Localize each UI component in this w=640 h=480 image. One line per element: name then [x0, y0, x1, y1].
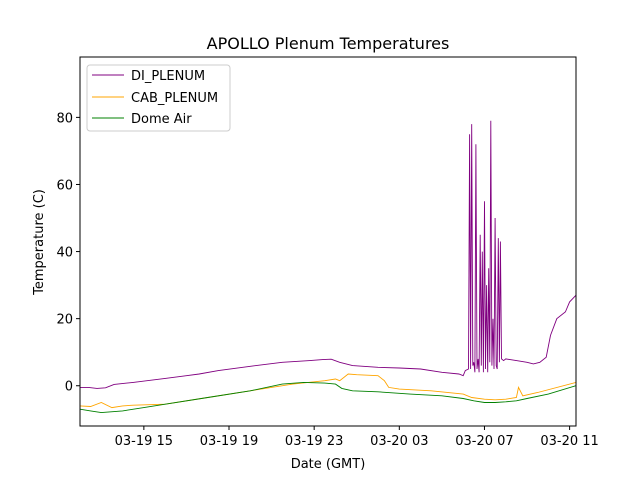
- legend: DI_PLENUM CAB_PLENUM Dome Air: [86, 64, 231, 132]
- x-tick-label: 03-19 15: [115, 434, 173, 449]
- legend-label-cab-plenum: CAB_PLENUM: [131, 91, 218, 106]
- legend-frame: [86, 64, 231, 132]
- x-tick-label: 03-20 11: [540, 434, 598, 449]
- plot-area: 0 20 40 60 80 03-19 15 03-19 19 03-19 23 03-20 0…: [56, 56, 599, 449]
- plot-frame: [79, 56, 577, 427]
- y-tick-label: 20: [56, 313, 73, 328]
- series-line-di-plenum: [80, 120, 576, 389]
- y-tick-label: 40: [56, 246, 73, 261]
- legend-label-di-plenum: DI_PLENUM: [131, 69, 205, 84]
- y-axis-label: Temperature (C): [32, 189, 47, 296]
- x-tick-label: 03-20 07: [455, 434, 513, 449]
- y-tick-label: 60: [56, 178, 73, 193]
- legend-label-dome-air: Dome Air: [131, 112, 192, 127]
- chart-title: APOLLO Plenum Temperatures: [207, 34, 450, 53]
- x-tick-label: 03-19 19: [200, 434, 258, 449]
- x-axis-label: Date (GMT): [291, 457, 366, 472]
- x-tick-label: 03-19 23: [285, 434, 343, 449]
- series-line-dome-air: [80, 381, 576, 414]
- x-tick-label: 03-20 03: [370, 434, 428, 449]
- y-tick-label: 80: [56, 111, 73, 126]
- y-tick-label: 0: [65, 380, 73, 395]
- series-line-cab-plenum: [80, 373, 576, 409]
